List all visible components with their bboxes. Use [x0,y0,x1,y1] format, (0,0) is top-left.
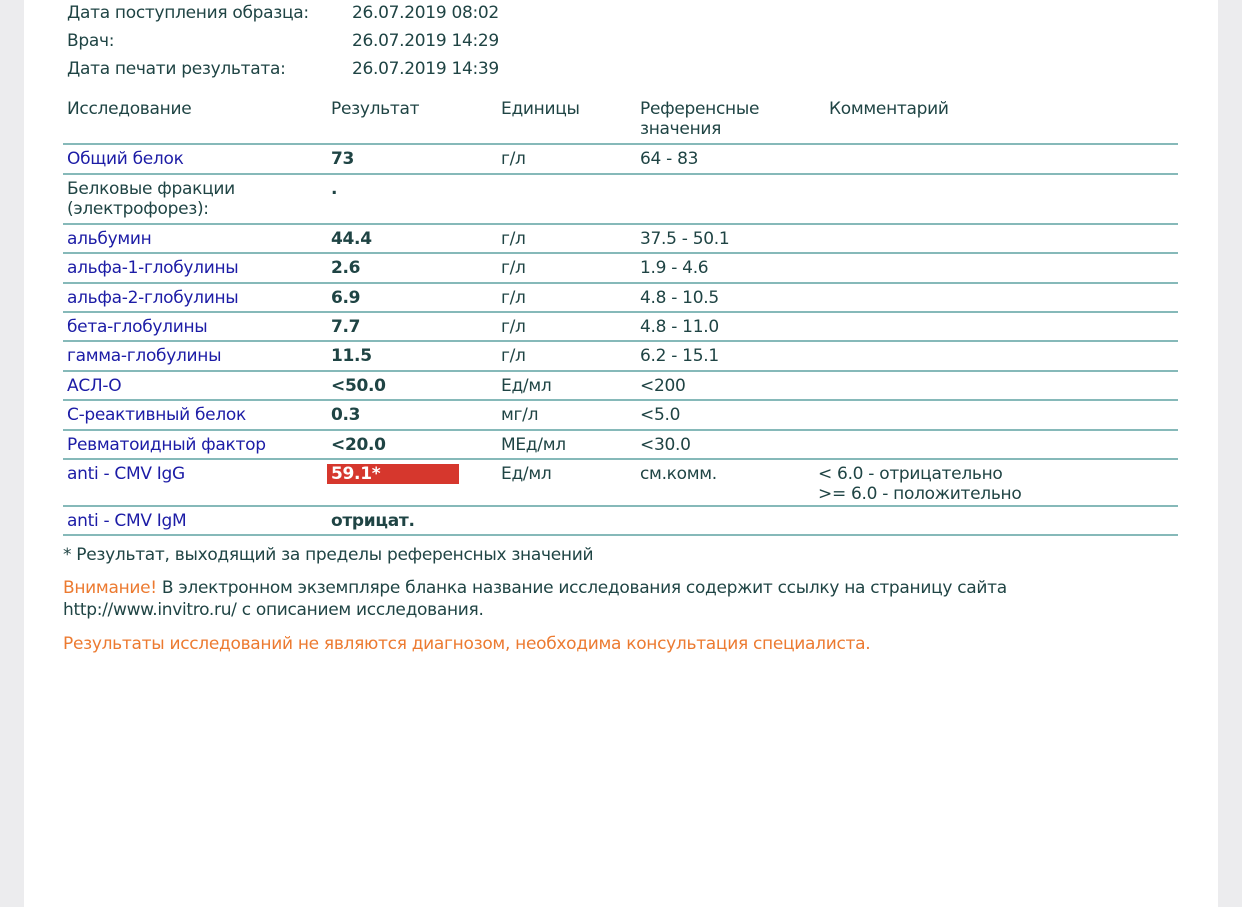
test-name[interactable]: anti - CMV IgM [67,511,187,531]
reference-range: см.комм. [640,464,717,484]
info-label: Дата поступления образца: [67,3,309,23]
units: Ед/мл [501,464,552,484]
reference-range: 4.8 - 11.0 [640,317,719,337]
result-text: 73 [331,149,355,169]
table-row: бета-глобулины 7.7 г/л 4.8 - 11.0 [63,313,1178,342]
units: г/л [501,346,526,366]
result-value: 44.4 [331,229,372,249]
footnote: * Результат, выходящий за пределы рефере… [63,545,594,565]
table-row: альфа-1-глобулины 2.6 г/л 1.9 - 4.6 [63,254,1178,284]
result-value: 0.3 [331,405,361,425]
info-value: 26.07.2019 14:29 [352,31,499,51]
result-value: 2.6 [331,258,361,278]
test-name[interactable]: Общий белок [67,149,184,169]
invitro-link[interactable]: http://www.invitro.ru/ [63,600,237,620]
result-text: 7.7 [331,317,361,337]
col-header-comment: Комментарий [829,99,949,119]
units: г/л [501,317,526,337]
result-value: 11.5 [331,346,372,366]
test-name: Белковые фракции (электрофорез): [67,179,235,219]
reference-range: <30.0 [640,435,691,455]
comment: < 6.0 - отрицательно >= 6.0 - положитель… [818,464,1022,504]
units: г/л [501,149,526,169]
test-name[interactable]: бета-глобулины [67,317,208,337]
result-value: <20.0 [331,435,386,455]
col-header-test: Исследование [67,99,192,119]
attention-note: Внимание! В электронном экземпляре бланк… [63,577,1007,621]
table-row: anti - CMV IgG 59.1* Ед/мл см.комм. < 6.… [63,460,1178,507]
reference-range: <200 [640,376,686,396]
reference-range: 37.5 - 50.1 [640,229,730,249]
info-label: Врач: [67,31,115,51]
result-text: 0.3 [331,405,361,425]
test-name[interactable]: гамма-глобулины [67,346,222,366]
info-row: Врач: 26.07.2019 14:29 [67,31,499,51]
reference-range: 4.8 - 10.5 [640,288,719,308]
reference-range: 64 - 83 [640,149,699,169]
flagged-result: 59.1* [327,464,459,484]
table-row: Ревматоидный фактор <20.0 МЕд/мл <30.0 [63,431,1178,460]
disclaimer: Результаты исследований не являются диаг… [63,634,871,654]
col-header-units: Единицы [501,99,580,119]
result-text: 6.9 [331,288,361,308]
info-value: 26.07.2019 14:39 [352,59,499,79]
reference-range: 1.9 - 4.6 [640,258,709,278]
units: мг/л [501,405,539,425]
units: г/л [501,258,526,278]
col-header-result: Результат [331,99,420,119]
table-row: альфа-2-глобулины 6.9 г/л 4.8 - 10.5 [63,284,1178,313]
info-value: 26.07.2019 08:02 [352,3,499,23]
info-row: Дата печати результата: 26.07.2019 14:39 [67,59,499,79]
result-text: отрицат. [331,511,415,531]
result-value: <50.0 [331,376,386,396]
table-row: альбумин 44.4 г/л 37.5 - 50.1 [63,225,1178,254]
table-row: АСЛ-О <50.0 Ед/мл <200 [63,372,1178,401]
test-name[interactable]: Ревматоидный фактор [67,435,266,455]
result-value: отрицат. [331,511,415,531]
result-text: 11.5 [331,346,372,366]
header-rule [63,143,1178,145]
table-row: Белковые фракции (электрофорез): . [63,175,1178,225]
attention-text-2: с описанием исследования. [236,600,484,620]
units: МЕд/мл [501,435,566,455]
test-name[interactable]: АСЛ-О [67,376,122,396]
result-value: 59.1* [327,464,459,484]
result-text: 2.6 [331,258,361,278]
result-text: . [331,179,338,199]
report-page [24,0,1218,907]
info-row: Дата поступления образца: 26.07.2019 08:0… [67,3,499,23]
result-value: . [331,179,337,199]
units: г/л [501,288,526,308]
result-text: <50.0 [331,376,386,396]
test-name[interactable]: альфа-1-глобулины [67,258,239,278]
test-name[interactable]: С-реактивный белок [67,405,246,425]
test-name[interactable]: альбумин [67,229,152,249]
table-row: anti - CMV IgM отрицат. [63,507,1178,536]
attention-label: Внимание! [63,578,157,598]
table-row: гамма-глобулины 11.5 г/л 6.2 - 15.1 [63,342,1178,372]
result-text: <20.0 [331,435,386,455]
result-value: 6.9 [331,288,361,308]
info-label: Дата печати результата: [67,59,286,79]
result-value: 7.7 [331,317,361,337]
units: г/л [501,229,526,249]
test-name[interactable]: альфа-2-глобулины [67,288,239,308]
result-text: 44.4 [331,229,372,249]
test-name[interactable]: anti - CMV IgG [67,464,185,484]
result-value: 73 [331,149,354,169]
table-row: С-реактивный белок 0.3 мг/л <5.0 [63,401,1178,431]
reference-range: <5.0 [640,405,681,425]
reference-range: 6.2 - 15.1 [640,346,719,366]
units: Ед/мл [501,376,552,396]
table-row: Общий белок 73 г/л 64 - 83 [63,145,1178,175]
attention-text: В электронном экземпляре бланка название… [156,578,1007,598]
col-header-reference: Референсные значения [640,99,760,139]
